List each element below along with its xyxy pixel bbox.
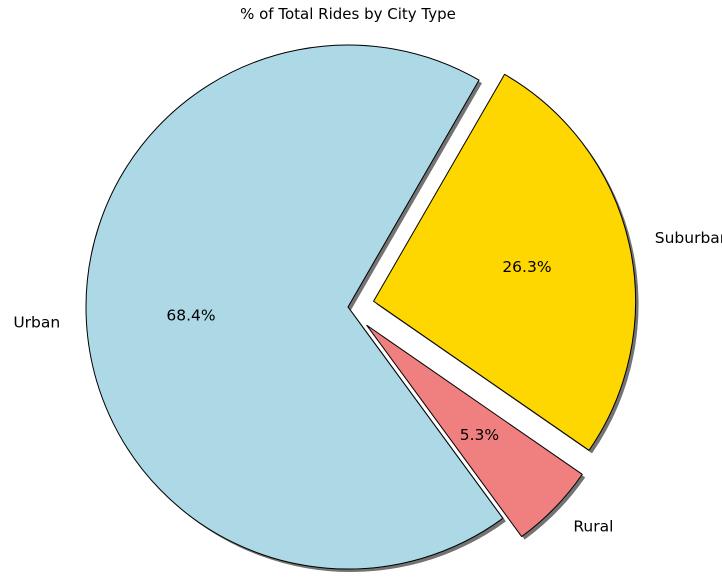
chart-title: % of Total Rides by City Type	[240, 5, 456, 23]
pie-slices	[85, 44, 637, 570]
slice-label-urban: Urban	[13, 314, 60, 332]
slice-percent-rural: 5.3%	[460, 426, 499, 444]
slice-label-rural: Rural	[573, 517, 613, 535]
slice-urban	[85, 44, 504, 570]
slice-rural	[366, 324, 583, 538]
percent-labels: 68.4% 5.3% 26.3%	[166, 258, 551, 444]
slice-label-suburban: Suburban	[655, 229, 722, 247]
slice-suburban	[373, 73, 637, 451]
slice-percent-urban: 68.4%	[166, 307, 215, 325]
slice-percent-suburban: 26.3%	[502, 258, 551, 276]
slice-labels: Urban Rural Suburban	[13, 229, 722, 535]
